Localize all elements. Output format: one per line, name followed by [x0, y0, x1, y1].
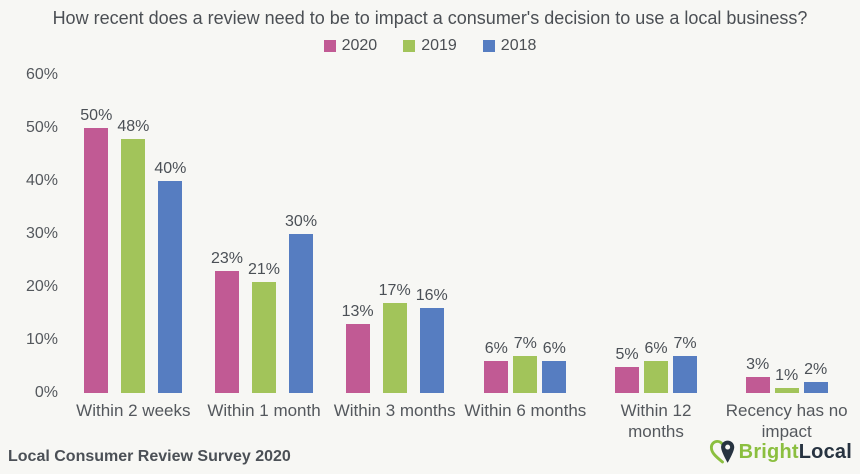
- legend-swatch-2020: [323, 40, 336, 52]
- source-caption: Local Consumer Review Survey 2020: [8, 448, 291, 465]
- legend-label: 2019: [421, 37, 457, 54]
- bar-value-label: 16%: [415, 287, 448, 305]
- bar-2018: [419, 308, 444, 393]
- bar-2019: [644, 361, 669, 393]
- bar-value-label: 17%: [378, 281, 411, 299]
- legend-swatch-2019: [403, 40, 416, 52]
- x-label: Within 12 months: [620, 401, 692, 441]
- bar-2018: [803, 382, 828, 393]
- legend-label: 2018: [500, 37, 537, 54]
- bar-wrap: 6%: [644, 340, 669, 393]
- bar-wrap: 6%: [484, 340, 509, 393]
- bar-wrap: 7%: [513, 334, 538, 393]
- bar-wrap: 3%: [745, 356, 770, 393]
- bar-2019: [382, 302, 407, 393]
- bar-value-label: 3%: [746, 356, 770, 374]
- bar-value-label: 50%: [80, 107, 113, 124]
- bar-wrap: 16%: [416, 287, 448, 393]
- bar-wrap: 23%: [211, 250, 243, 393]
- bar-wrap: 17%: [379, 282, 411, 393]
- bar-2020: [615, 366, 640, 393]
- bar-2019: [774, 387, 799, 393]
- plot-area: 50% 48% 40% 23% 21% 30% 13% 17% 16% 6% 7% 6% 5% 6% 7% 3…: [68, 75, 852, 393]
- bar-value-label: 6%: [542, 340, 566, 358]
- heart-map-pin-icon: [709, 439, 736, 466]
- chart-title: How recent does a review need to be to i…: [52, 8, 808, 28]
- y-tick-20: 20%: [25, 278, 58, 295]
- legend-swatch-2018: [482, 40, 495, 52]
- x-label: Within 6 months: [464, 401, 587, 420]
- bar-2020: [745, 377, 770, 393]
- y-tick-30: 30%: [25, 225, 58, 242]
- brand-wordmark: BrightLocal: [739, 441, 852, 464]
- bar-2020: [214, 271, 239, 393]
- bar-value-label: 2%: [804, 361, 828, 379]
- x-label: Recency has no impact: [725, 401, 848, 441]
- bar-wrap: 1%: [774, 366, 799, 393]
- bar-value-label: 6%: [484, 340, 508, 358]
- bar-group: 50% 48% 40%: [68, 107, 199, 393]
- bar-2018: [289, 234, 314, 393]
- bar-2018: [673, 355, 698, 393]
- bar-wrap: 2%: [803, 361, 828, 393]
- y-tick-50: 50%: [25, 119, 58, 136]
- bar-groups: 50% 48% 40% 23% 21% 30% 13% 17% 16% 6% 7% 6% 5% 6% 7% 3…: [68, 75, 852, 393]
- bar-value-label: 13%: [341, 303, 374, 321]
- bar-value-label: 7%: [513, 334, 537, 352]
- bar-2019: [513, 355, 538, 393]
- x-axis-labels: Within 2 weeks Within 1 month Within 3 mon…: [68, 400, 852, 442]
- bar-wrap: 13%: [342, 303, 374, 393]
- bar-wrap: 5%: [615, 345, 640, 393]
- x-label: Within 1 month: [207, 401, 321, 420]
- bar-wrap: 40%: [154, 160, 186, 393]
- bar-value-label: 5%: [615, 345, 639, 363]
- bar-wrap: 21%: [248, 261, 280, 393]
- bar-group: 13% 17% 16%: [329, 282, 460, 393]
- bar-value-label: 6%: [644, 340, 668, 358]
- legend: 2020 2019 2018: [0, 37, 860, 55]
- bar-value-label: 40%: [154, 160, 187, 177]
- bar-value-label: 48%: [117, 117, 150, 135]
- legend-item-2018: 2018: [482, 37, 537, 55]
- legend-item-2020: 2020: [323, 37, 378, 55]
- bar-group: 3% 1% 2%: [721, 356, 852, 393]
- y-tick-40: 40%: [25, 172, 58, 189]
- brand-part-bright: Bright: [738, 441, 799, 463]
- bar-wrap: 6%: [542, 340, 567, 393]
- bar-2020: [345, 324, 370, 393]
- brightlocal-logo: BrightLocal: [709, 439, 852, 466]
- bar-wrap: 7%: [673, 334, 698, 393]
- bar-wrap: 50%: [80, 107, 112, 393]
- bar-2019: [252, 281, 276, 393]
- y-tick-0: 0%: [34, 384, 58, 401]
- bar-value-label: 21%: [247, 260, 281, 278]
- footer: Local Consumer Review Survey 2020 Bright…: [0, 439, 860, 468]
- bar-value-label: 23%: [210, 250, 243, 268]
- bar-2018: [158, 181, 183, 393]
- bar-2018: [542, 361, 567, 393]
- bar-group: 6% 7% 6%: [460, 335, 591, 393]
- bar-group: 5% 6% 7%: [591, 335, 722, 393]
- legend-label: 2020: [341, 37, 378, 54]
- x-label: Within 2 weeks: [76, 401, 191, 420]
- y-tick-60: 60%: [25, 66, 58, 83]
- bar-value-label: 1%: [775, 366, 799, 384]
- bar-2019: [121, 138, 146, 393]
- bar-2020: [84, 128, 109, 393]
- bar-value-label: 30%: [285, 213, 318, 230]
- y-tick-10: 10%: [25, 331, 58, 348]
- x-label: Within 3 months: [333, 401, 456, 420]
- legend-item-2019: 2019: [403, 37, 457, 55]
- bar-wrap: 48%: [117, 118, 149, 393]
- brand-part-local: Local: [798, 441, 852, 463]
- bar-wrap: 30%: [285, 213, 317, 393]
- bar-value-label: 7%: [673, 334, 697, 352]
- bar-2020: [484, 361, 509, 393]
- bar-group: 23% 21% 30%: [199, 213, 330, 393]
